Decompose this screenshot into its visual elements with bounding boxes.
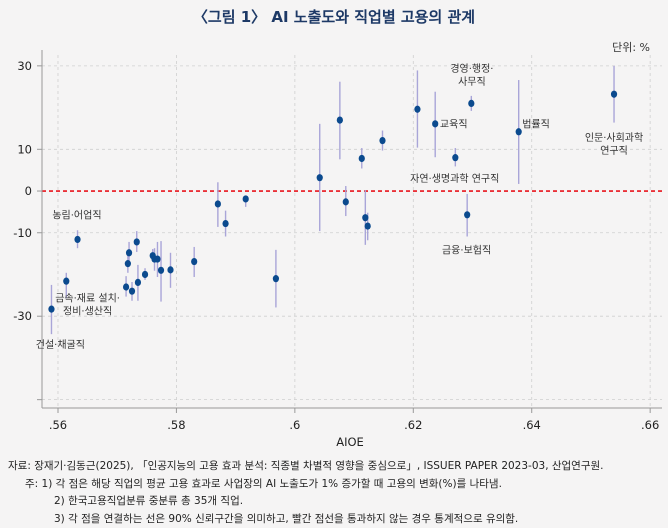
y-tick-label: -10 [13,226,32,240]
occupation-label: 사무직 [458,76,486,88]
data-point [74,236,80,243]
data-point [134,238,140,245]
data-point [158,267,164,274]
data-point [337,116,343,123]
y-tick-label: 0 [25,184,32,198]
data-point [516,128,522,135]
scatter-chart: .56 .58 .6 .62 .64 .66 30 10 0 -10 -30 농림·어업직금속·재료… [0,0,668,455]
data-point [611,91,617,98]
y-tick-label: 30 [17,59,32,73]
occupation-label: 자연·생명과학 연구직 [410,173,499,185]
x-tick-label: .62 [404,418,422,432]
source-note: 자료: 장재기·김동근(2025), 「인공지능의 고용 효과 분석: 직종별 … [8,458,604,476]
notes: 자료: 장재기·김동근(2025), 「인공지능의 고용 효과 분석: 직종별 … [8,458,604,528]
data-point [63,278,69,285]
data-point [468,100,474,107]
data-point [464,211,470,218]
x-tick-label: .56 [49,418,67,432]
data-point [343,198,349,205]
occupation-label: 정비·생산직 [63,306,112,318]
x-tick-label: .66 [641,418,659,432]
data-point [432,120,438,127]
note-3: 3) 각 점을 연결하는 선은 90% 신뢰구간을 의미하고, 빨간 점선을 통… [8,511,604,528]
occupation-label: 건설·채굴직 [36,339,85,351]
grid-lines [42,55,662,408]
data-point [222,220,228,227]
y-tick-label: -30 [13,309,32,323]
data-point [317,174,323,181]
x-tick-label: .6 [289,418,300,432]
y-tick-label: 10 [17,142,32,156]
axes: .56 .58 .6 .62 .64 .66 30 10 0 -10 -30 [13,50,662,432]
x-tick-label: .58 [167,418,185,432]
occupation-label: 경영·행정· [450,62,493,75]
occupation-label: 농림·어업직 [52,209,101,222]
data-point [129,288,135,295]
occupation-label: 금융·보험직 [442,245,491,257]
note-1: 주: 1) 각 점은 해당 직업의 평균 고용 효과로 사업장의 AI 노출도가… [8,476,604,494]
data-point [135,279,141,286]
data-point [273,275,279,282]
confidence-intervals [51,66,614,334]
data-point [379,137,385,144]
data-point [154,255,160,262]
data-point [215,200,221,207]
occupation-label: 연구직 [600,145,628,157]
occupation-label: 금속·재료 설치· [55,293,120,305]
x-tick-label: .64 [523,418,541,432]
data-point [48,306,54,313]
data-point [243,195,249,202]
occupation-label: 인문·사회과학 [585,132,643,144]
x-axis-label: AIOE [336,435,364,449]
data-point [167,266,173,273]
data-point [452,154,458,161]
data-point [142,271,148,278]
data-point [125,260,131,267]
occupation-label: 교육직 [440,119,468,131]
data-point [359,155,365,162]
occupation-label: 법률직 [522,119,550,131]
data-point [126,249,132,256]
data-point [191,258,197,265]
data-point [414,106,420,113]
data-point [365,222,371,229]
data-point [362,214,368,221]
data-point [123,283,129,290]
note-2: 2) 한국고용직업분류 중분류 총 35개 직업. [8,493,604,511]
